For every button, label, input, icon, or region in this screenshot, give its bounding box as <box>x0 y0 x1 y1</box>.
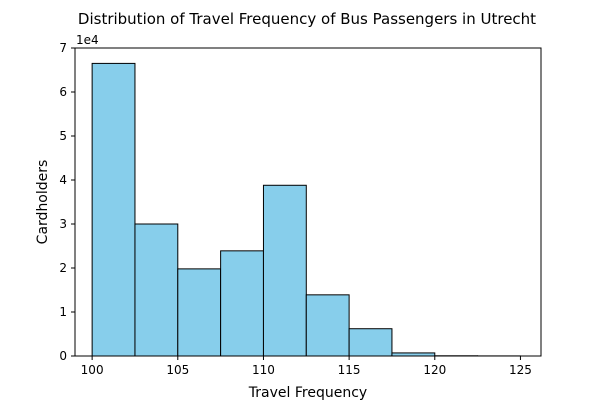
y-tick-label: 6 <box>59 85 67 99</box>
y-tick-label: 7 <box>59 41 67 55</box>
y-tick-label: 1 <box>59 305 67 319</box>
y-axis-ticks: 0 1 2 3 4 5 6 7 <box>59 41 75 363</box>
x-tick-label: 100 <box>81 363 104 377</box>
x-axis-label: Travel Frequency <box>248 385 367 400</box>
bars-group <box>91 62 521 357</box>
histogram-bar-5 <box>262 184 307 357</box>
y-axis-offset-label: 1e4 <box>76 33 99 47</box>
y-tick-label: 3 <box>59 217 67 231</box>
x-tick-label: 105 <box>166 363 189 377</box>
y-tick-label: 5 <box>59 129 67 143</box>
y-tick-label: 4 <box>59 173 67 187</box>
x-tick-label: 110 <box>252 363 275 377</box>
histogram-bar-6 <box>305 294 350 357</box>
y-axis-label: Cardholders <box>35 160 51 245</box>
x-tick-label: 125 <box>509 363 532 377</box>
histogram-bar-3 <box>177 268 222 357</box>
x-tick-label: 120 <box>423 363 446 377</box>
chart-title: Distribution of Travel Frequency of Bus … <box>78 10 536 28</box>
histogram-bar-7 <box>348 328 393 357</box>
x-tick-label: 115 <box>338 363 361 377</box>
x-axis-ticks: 100 105 110 115 120 125 <box>81 356 532 377</box>
histogram-bar-2 <box>134 223 179 357</box>
y-tick-label: 0 <box>59 349 67 363</box>
plot-frame <box>74 47 542 357</box>
histogram-bar-4 <box>220 250 264 357</box>
y-tick-label: 2 <box>59 261 67 275</box>
histogram-bar-1 <box>91 62 136 357</box>
